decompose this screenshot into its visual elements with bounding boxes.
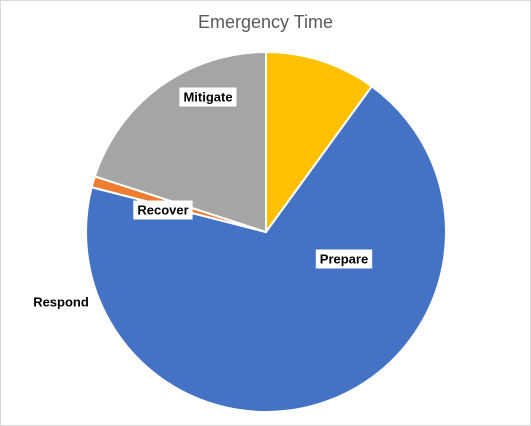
data-label-box-mitigate <box>179 87 237 107</box>
data-label-text-recover: Recover <box>137 203 188 218</box>
chart-title: Emergency Time <box>197 12 334 32</box>
pie-slice-prepare <box>85 84 447 413</box>
data-label-prepare: Prepare <box>315 249 373 269</box>
data-label-text-prepare: Prepare <box>320 252 368 267</box>
data-label-respond: Respond <box>29 292 93 312</box>
data-label-text-mitigate: Mitigate <box>183 90 232 105</box>
data-label-box-respond <box>29 292 93 312</box>
data-label-mitigate: Mitigate <box>179 87 237 107</box>
data-label-box-recover <box>133 200 193 220</box>
data-label-box-prepare <box>315 249 373 269</box>
data-label-recover: Recover <box>133 200 193 220</box>
data-label-text-respond: Respond <box>33 295 89 310</box>
pie-slice-mitigate <box>265 50 374 236</box>
